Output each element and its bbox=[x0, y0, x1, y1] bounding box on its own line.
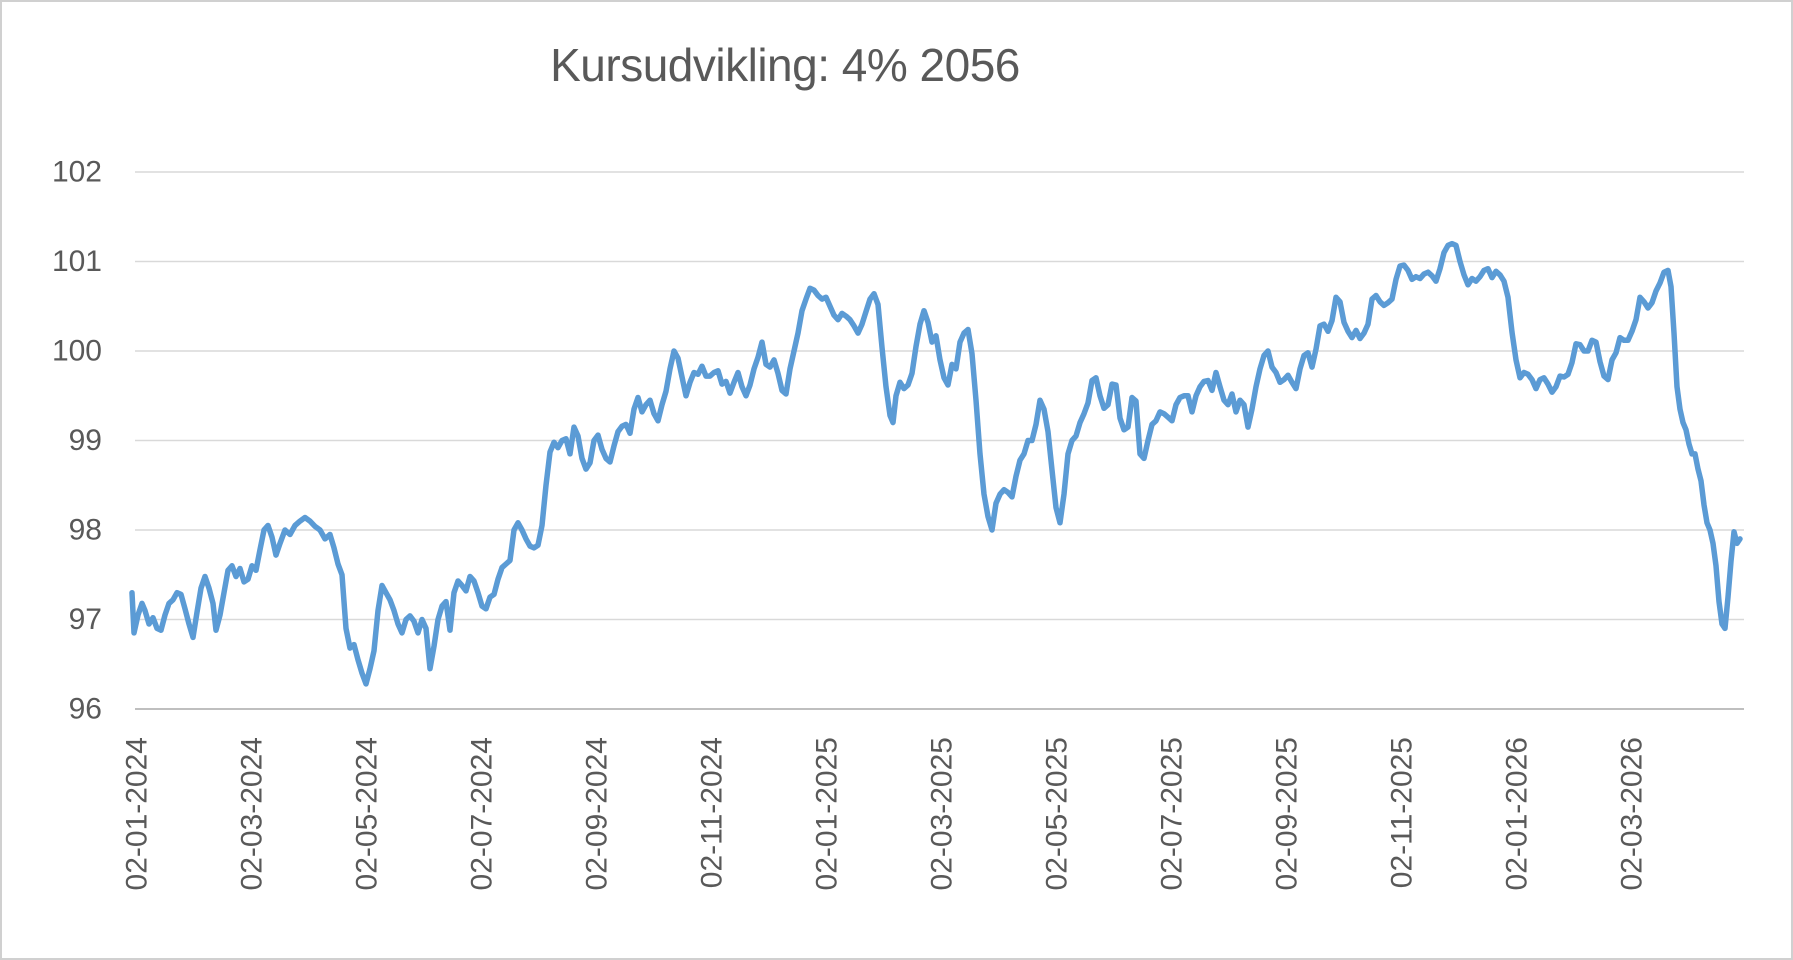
x-axis-tick-label: 02-07-2025 bbox=[1156, 737, 1189, 890]
x-axis-tick-label: 02-09-2025 bbox=[1271, 737, 1304, 890]
x-axis-tick-label: 02-03-2025 bbox=[926, 737, 959, 890]
y-axis-tick-label: 100 bbox=[52, 335, 102, 368]
x-axis-tick-label: 02-01-2025 bbox=[811, 737, 844, 890]
chart-title: Kursudvikling: 4% 2056 bbox=[550, 39, 1020, 91]
x-axis-tick-label: 02-05-2025 bbox=[1041, 737, 1074, 890]
x-axis-tick-label: 02-03-2026 bbox=[1616, 737, 1649, 890]
y-axis-tick-label: 98 bbox=[69, 514, 102, 547]
x-axis-tick-label: 02-05-2024 bbox=[351, 737, 384, 890]
price-line-series bbox=[129, 240, 1743, 687]
x-axis-tick-label: 02-01-2024 bbox=[121, 737, 154, 890]
y-axis-tick-label: 102 bbox=[52, 156, 102, 189]
y-axis-tick-label: 96 bbox=[69, 693, 102, 726]
x-axis-tick-label: 02-01-2026 bbox=[1501, 737, 1534, 890]
y-axis-tick-label: 101 bbox=[52, 245, 102, 278]
x-axis-tick-label: 02-11-2024 bbox=[696, 737, 729, 888]
x-axis-tick-label: 02-07-2024 bbox=[466, 737, 499, 890]
y-axis-tick-label: 99 bbox=[69, 424, 102, 457]
y-axis-tick-label: 97 bbox=[69, 603, 102, 636]
x-axis-tick-label: 02-11-2025 bbox=[1386, 737, 1419, 888]
x-axis-tick-label: 02-03-2024 bbox=[236, 737, 269, 890]
x-axis-tick-label: 02-09-2024 bbox=[581, 737, 614, 890]
